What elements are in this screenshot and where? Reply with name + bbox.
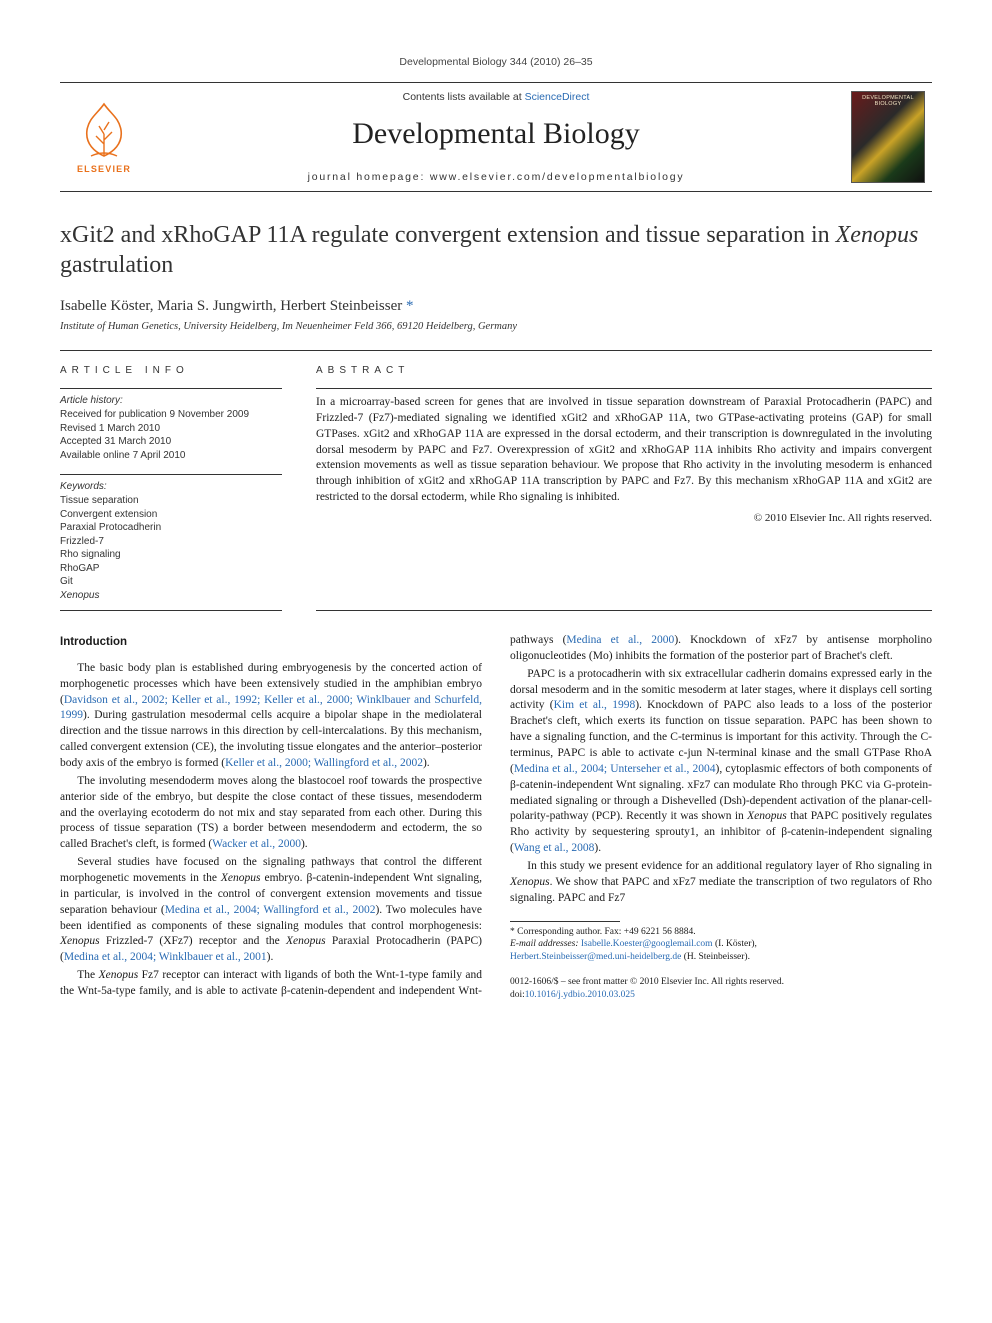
keyword: Git: [60, 575, 282, 589]
doi-link[interactable]: 10.1016/j.ydbio.2010.03.025: [525, 990, 635, 1000]
citation-link[interactable]: Medina et al., 2004; Unterseher et al., …: [514, 763, 716, 775]
email-label: E-mail addresses:: [510, 939, 581, 949]
journal-cover-thumbnail: DEVELOPMENTAL BIOLOGY: [844, 89, 932, 185]
paragraph: In this study we present evidence for an…: [510, 859, 932, 907]
history-online: Available online 7 April 2010: [60, 449, 282, 463]
corresponding-mark-icon: *: [406, 298, 414, 314]
keyword: RhoGAP: [60, 562, 282, 576]
paragraph: Several studies have focused on the sign…: [60, 855, 482, 966]
footnote-block: * Corresponding author. Fax: +49 6221 56…: [510, 921, 932, 1002]
author-affiliation: Institute of Human Genetics, University …: [60, 321, 932, 332]
text: ).: [594, 842, 601, 854]
paragraph: The involuting mesendoderm moves along t…: [60, 774, 482, 853]
contents-available-line: Contents lists available at ScienceDirec…: [148, 91, 844, 103]
citation-link[interactable]: Wang et al., 2008: [514, 842, 595, 854]
email-line: E-mail addresses: Isabelle.Koester@googl…: [510, 938, 932, 951]
author-2: Maria S. Jungwirth: [157, 298, 272, 314]
author-3: Herbert Steinbeisser: [280, 298, 406, 314]
running-head: Developmental Biology 344 (2010) 26–35: [60, 56, 932, 68]
journal-name: Developmental Biology: [148, 117, 844, 151]
article-info-head: article info: [60, 365, 282, 376]
publisher-logo: ELSEVIER: [60, 89, 148, 185]
keywords-label: Keywords:: [60, 481, 282, 492]
history-received: Received for publication 9 November 2009: [60, 408, 282, 422]
imprint-block: 0012-1606/$ – see front matter © 2010 El…: [510, 976, 932, 1002]
genus: Xenopus: [221, 872, 261, 884]
journal-cover-title: DEVELOPMENTAL BIOLOGY: [852, 95, 924, 107]
article-info-column: article info Article history: Received f…: [60, 351, 282, 611]
citation-link[interactable]: Wacker et al., 2000: [212, 838, 301, 850]
abstract-head: abstract: [316, 365, 932, 376]
email-suffix: (I. Köster),: [713, 939, 757, 949]
keyword: Xenopus: [60, 589, 282, 603]
footnote-rule: [510, 921, 620, 922]
citation-link[interactable]: Medina et al., 2000: [566, 634, 674, 646]
sciencedirect-link[interactable]: ScienceDirect: [525, 91, 590, 103]
email-link[interactable]: Herbert.Steinbeisser@med.uni-heidelberg.…: [510, 952, 681, 962]
contents-prefix: Contents lists available at: [403, 91, 525, 103]
publisher-wordmark: ELSEVIER: [77, 164, 131, 174]
history-revised: Revised 1 March 2010: [60, 422, 282, 436]
email-suffix: (H. Steinbeisser).: [681, 952, 750, 962]
title-genus: Xenopus: [836, 222, 919, 248]
abstract-column: abstract In a microarray-based screen fo…: [316, 351, 932, 611]
genus: Xenopus: [99, 969, 139, 981]
text: In this study we present evidence for an…: [527, 860, 932, 872]
author-list: Isabelle Köster, Maria S. Jungwirth, Her…: [60, 298, 932, 315]
email-link[interactable]: Isabelle.Koester@googlemail.com: [581, 939, 713, 949]
text: ).: [267, 951, 274, 963]
text: The: [77, 969, 98, 981]
title-part-2: gastrulation: [60, 252, 173, 278]
citation-link[interactable]: Keller et al., 2000; Wallingford et al.,…: [225, 757, 423, 769]
author-1: Isabelle Köster: [60, 298, 150, 314]
article-history-label: Article history:: [60, 395, 282, 406]
paragraph: The basic body plan is established durin…: [60, 661, 482, 772]
title-part-1: xGit2 and xRhoGAP 11A regulate convergen…: [60, 222, 836, 248]
abstract-copyright: © 2010 Elsevier Inc. All rights reserved…: [316, 512, 932, 524]
doi-prefix: doi:: [510, 990, 525, 1000]
journal-homepage-line: journal homepage: www.elsevier.com/devel…: [148, 171, 844, 183]
section-heading-introduction: Introduction: [60, 635, 482, 651]
abstract-text: In a microarray-based screen for genes t…: [316, 395, 932, 506]
article-title: xGit2 and xRhoGAP 11A regulate convergen…: [60, 220, 932, 280]
text: Frizzled-7 (XFz7) receptor and the: [100, 935, 286, 947]
front-matter-line: 0012-1606/$ – see front matter © 2010 El…: [510, 976, 932, 989]
citation-link[interactable]: Medina et al., 2004; Wallingford et al.,…: [165, 904, 376, 916]
keyword: Rho signaling: [60, 548, 282, 562]
elsevier-tree-icon: [77, 100, 131, 160]
citation-link[interactable]: Medina et al., 2004; Winklbauer et al., …: [64, 951, 267, 963]
keyword: Paraxial Protocadherin: [60, 521, 282, 535]
text: ).: [423, 757, 430, 769]
text: . We show that PAPC and xFz7 mediate the…: [510, 876, 932, 904]
corresponding-author-note: * Corresponding author. Fax: +49 6221 56…: [510, 926, 932, 939]
article-body: Introduction The basic body plan is esta…: [60, 633, 932, 1002]
history-accepted: Accepted 31 March 2010: [60, 435, 282, 449]
genus: Xenopus: [510, 876, 550, 888]
genus: Xenopus: [286, 935, 326, 947]
keyword: Tissue separation: [60, 494, 282, 508]
genus: Xenopus: [747, 810, 787, 822]
keyword: Convergent extension: [60, 508, 282, 522]
citation-link[interactable]: Kim et al., 1998: [554, 699, 636, 711]
email-line: Herbert.Steinbeisser@med.uni-heidelberg.…: [510, 951, 932, 964]
journal-masthead: ELSEVIER Contents lists available at Sci…: [60, 82, 932, 192]
keyword: Frizzled-7: [60, 535, 282, 549]
genus: Xenopus: [60, 935, 100, 947]
text: ).: [301, 838, 308, 850]
paragraph: PAPC is a protocadherin with six extrace…: [510, 667, 932, 857]
keywords-list: Tissue separation Convergent extension P…: [60, 494, 282, 602]
